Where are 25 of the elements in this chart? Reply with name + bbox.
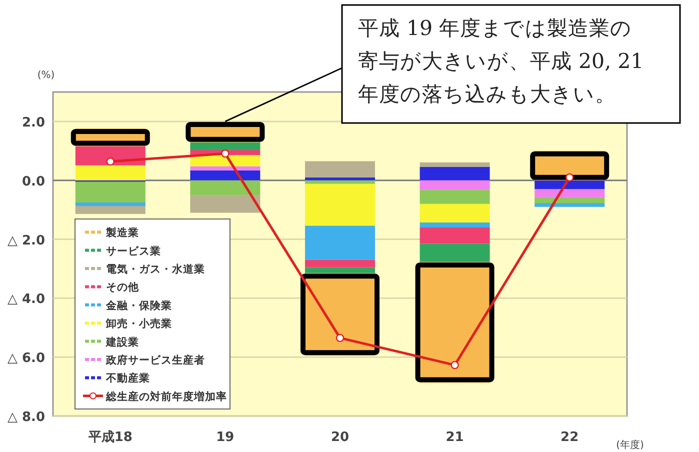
legend-label: 建設業 — [105, 335, 139, 348]
y-axis-title: (%) — [37, 70, 55, 81]
legend-label: 金融・保険業 — [105, 298, 172, 312]
annotation: 平成 19 年度までは製造業の寄与が大きいが、平成 20, 21 年度の落ち込みも大きい。 — [224, 4, 681, 124]
x-tick-label: 19 — [216, 430, 234, 445]
y-tick-label: 2.0 — [22, 115, 45, 130]
annotation: 平成 19 年度までは製造業の寄与が大きいが、平成 20, 21 年度の落ち込みも大きい。 — [358, 16, 650, 106]
y-tick-label: △ 4.0 — [7, 292, 45, 308]
legend-label: 卸売・小売業 — [105, 317, 172, 330]
legend-label: 不動産業 — [105, 372, 150, 385]
legend-label: サービス業 — [106, 244, 161, 258]
y-tick-label: △ 8.0 — [7, 410, 45, 425]
legend-label: 電気・ガス・水道業 — [106, 262, 205, 276]
x-tick-label: 20 — [330, 430, 350, 445]
x-tick-label: 21 — [446, 430, 464, 445]
y-tick-label: 0.0 — [22, 174, 45, 190]
legend-label: 総生産の対前年度増加率 — [105, 390, 227, 403]
y-tick-label: △ 2.0 — [7, 233, 45, 248]
legend-label: 政府サービス生産者 — [105, 354, 205, 366]
x-axis-title: (年度) — [616, 439, 644, 451]
x-tick-label: 平成18 — [87, 430, 132, 445]
legend-label: その他 — [106, 280, 140, 294]
y-tick-label: △ 6.0 — [7, 351, 45, 366]
legend-label: 製造業 — [105, 226, 139, 240]
x-tick-label: 22 — [560, 430, 579, 445]
